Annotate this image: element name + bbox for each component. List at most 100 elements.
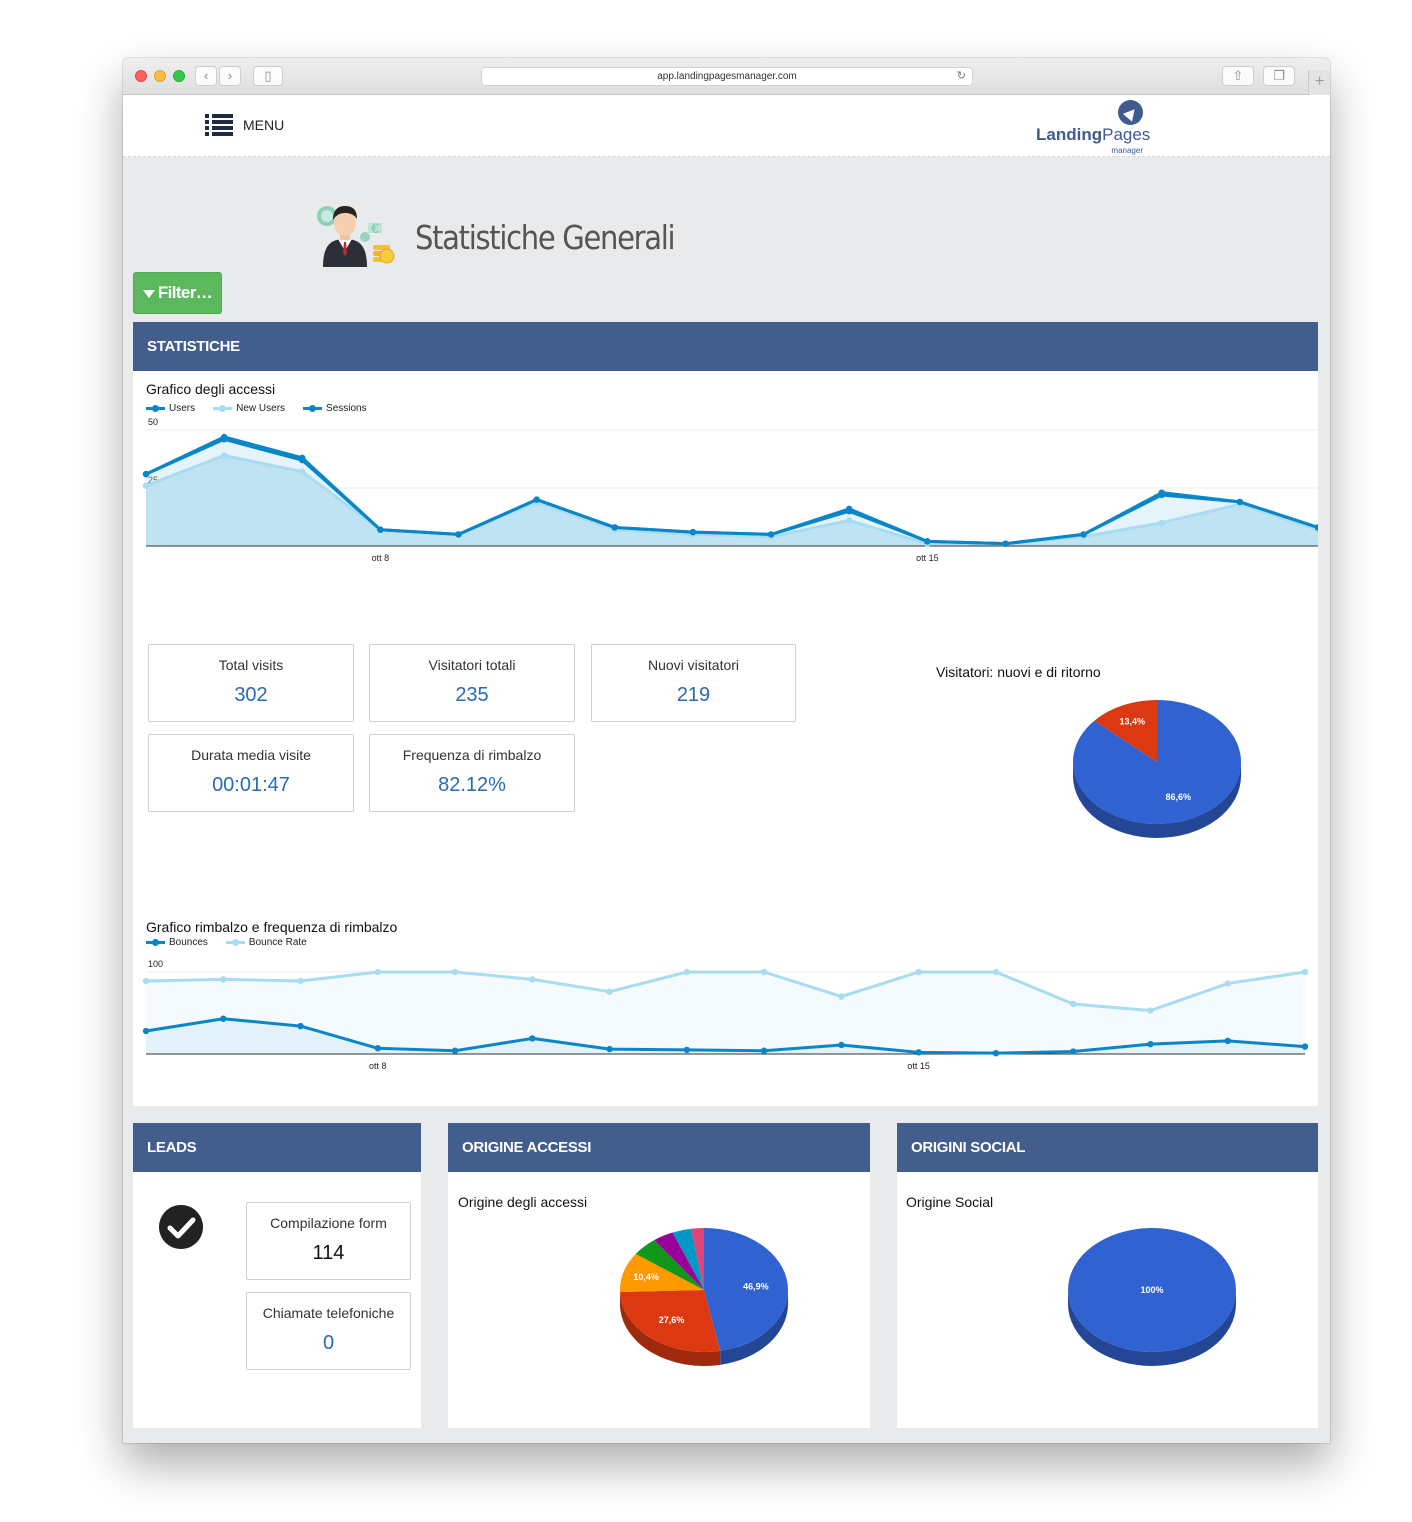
- data-point-1-12[interactable]: [1070, 1000, 1077, 1008]
- data-point-1-6[interactable]: [606, 988, 613, 995]
- access-line-chart[interactable]: 25 50 ott 8 ott 15: [133, 418, 1318, 568]
- minimize-window-button[interactable]: [154, 70, 166, 82]
- data-point-1-4[interactable]: [451, 968, 459, 976]
- data-point-1-9[interactable]: [846, 517, 853, 524]
- data-point-0-9[interactable]: [838, 1041, 845, 1049]
- data-point-1-11[interactable]: [992, 968, 1000, 976]
- menu-button[interactable]: MENU: [205, 114, 284, 136]
- data-point-1-2[interactable]: [299, 468, 306, 475]
- data-point-0-0[interactable]: [142, 1027, 150, 1035]
- stat-value: 302: [234, 684, 268, 706]
- data-point-2-10[interactable]: [924, 538, 931, 545]
- maximize-window-button[interactable]: [173, 70, 185, 82]
- data-point-1-5[interactable]: [529, 976, 536, 983]
- data-point-0-5[interactable]: [529, 1035, 536, 1042]
- origini-social-panel: ORIGINI SOCIAL Origine Social 100%: [897, 1123, 1318, 1428]
- data-point-0-7[interactable]: [683, 1046, 691, 1054]
- data-point-0-11[interactable]: [992, 1049, 1000, 1057]
- stat-value: 235: [455, 684, 489, 706]
- sidebar-toggle-icon[interactable]: ▯: [253, 66, 283, 86]
- series-line-1: [145, 970, 1306, 1013]
- pie-slice-0[interactable]: [704, 1228, 788, 1351]
- legend-item-bounces[interactable]: Bounces: [146, 937, 208, 948]
- svg-text:€: €: [371, 220, 379, 236]
- data-point-1-13[interactable]: [1158, 519, 1165, 526]
- data-point-2-0[interactable]: [142, 470, 150, 478]
- data-point-0-1[interactable]: [220, 1015, 227, 1022]
- legend-item-new-users[interactable]: New Users: [213, 403, 285, 414]
- data-point-2-12[interactable]: [1080, 531, 1087, 538]
- legend-item-bounce-rate[interactable]: Bounce Rate: [225, 937, 307, 948]
- data-point-0-15[interactable]: [1301, 1043, 1309, 1050]
- filter-button[interactable]: Filter…: [133, 272, 222, 314]
- data-point-1-14[interactable]: [1224, 980, 1231, 987]
- data-point-2-8[interactable]: [767, 531, 775, 538]
- data-point-2-7[interactable]: [689, 528, 697, 536]
- data-point-1-0[interactable]: [142, 482, 150, 489]
- data-point-1-9[interactable]: [838, 993, 845, 1000]
- data-point-2-15[interactable]: [1314, 524, 1318, 531]
- data-point-2-9[interactable]: [846, 505, 853, 513]
- pie-slice-3[interactable]: [635, 1240, 704, 1290]
- data-point-0-4[interactable]: [451, 1047, 459, 1054]
- data-point-1-3[interactable]: [374, 968, 381, 976]
- data-point-2-13[interactable]: [1158, 489, 1165, 496]
- pie-slice-1[interactable]: [620, 1290, 721, 1352]
- back-icon[interactable]: ‹: [195, 66, 217, 86]
- landingpages-logo[interactable]: LandingPages manager: [1035, 98, 1150, 155]
- data-point-1-1[interactable]: [220, 976, 227, 983]
- stat-value: 00:01:47: [212, 774, 290, 796]
- pie-slice-side-0: [1068, 1290, 1236, 1366]
- logo-text: LandingPages: [1036, 125, 1150, 145]
- pie-slice-1[interactable]: [1094, 700, 1157, 762]
- social-sources-pie-chart[interactable]: 100%: [1068, 1228, 1248, 1390]
- pie-slice-5[interactable]: [672, 1228, 704, 1290]
- series-line-0: [145, 1017, 1306, 1055]
- data-point-1-10[interactable]: [915, 968, 922, 976]
- visitors-pie-chart[interactable]: 86,6% 13,4%: [1073, 700, 1253, 862]
- data-point-2-11[interactable]: [1002, 540, 1009, 547]
- data-point-2-5[interactable]: [533, 496, 540, 503]
- data-point-0-12[interactable]: [1070, 1048, 1077, 1055]
- data-point-0-6[interactable]: [606, 1045, 613, 1053]
- data-point-0-13[interactable]: [1147, 1040, 1154, 1048]
- close-window-button[interactable]: [135, 70, 147, 82]
- legend-item-sessions[interactable]: Sessions: [303, 403, 367, 414]
- data-point-2-3[interactable]: [377, 526, 384, 533]
- data-point-1-8[interactable]: [760, 968, 768, 976]
- forward-icon[interactable]: ›: [219, 66, 241, 86]
- data-point-2-4[interactable]: [455, 531, 462, 538]
- data-point-1-0[interactable]: [142, 977, 150, 985]
- pie-slice-2[interactable]: [620, 1253, 704, 1292]
- reload-icon[interactable]: ↻: [956, 70, 966, 82]
- data-point-1-15[interactable]: [1301, 968, 1309, 976]
- logo-word-pages: Pages: [1102, 125, 1151, 144]
- data-point-1-13[interactable]: [1147, 1007, 1154, 1014]
- chart-title-rimbalzo: Grafico rimbalzo e frequenza di rimbalzo: [146, 919, 398, 935]
- data-point-1-7[interactable]: [683, 968, 691, 976]
- data-point-1-1[interactable]: [220, 452, 228, 459]
- data-point-2-1[interactable]: [220, 433, 228, 441]
- data-point-2-6[interactable]: [611, 524, 618, 531]
- access-sources-pie-chart[interactable]: 46,9% 27,6% 10,4%: [620, 1228, 800, 1390]
- legend-item-users[interactable]: Users: [146, 403, 195, 414]
- data-point-0-3[interactable]: [374, 1045, 381, 1052]
- panel-header-statistiche: STATISTICHE: [133, 322, 1318, 371]
- series-area-0: [146, 1018, 1305, 1054]
- menu-label: MENU: [243, 117, 285, 133]
- new-tab-button[interactable]: +: [1308, 70, 1330, 95]
- data-point-0-14[interactable]: [1224, 1037, 1231, 1045]
- tabs-overview-icon[interactable]: ❐: [1263, 66, 1295, 86]
- data-point-1-2[interactable]: [297, 977, 304, 985]
- pie-slice-6[interactable]: [690, 1228, 704, 1290]
- data-point-0-10[interactable]: [915, 1049, 922, 1056]
- data-point-0-2[interactable]: [297, 1022, 304, 1030]
- share-icon[interactable]: ⇧: [1222, 66, 1254, 86]
- data-point-0-8[interactable]: [760, 1047, 768, 1054]
- data-point-2-14[interactable]: [1236, 498, 1244, 506]
- pie-slice-0[interactable]: [1068, 1228, 1236, 1352]
- pie-slice-4[interactable]: [654, 1232, 704, 1290]
- data-point-2-2[interactable]: [299, 454, 306, 462]
- address-bar[interactable]: app.landingpagesmanager.com ↻: [481, 67, 973, 86]
